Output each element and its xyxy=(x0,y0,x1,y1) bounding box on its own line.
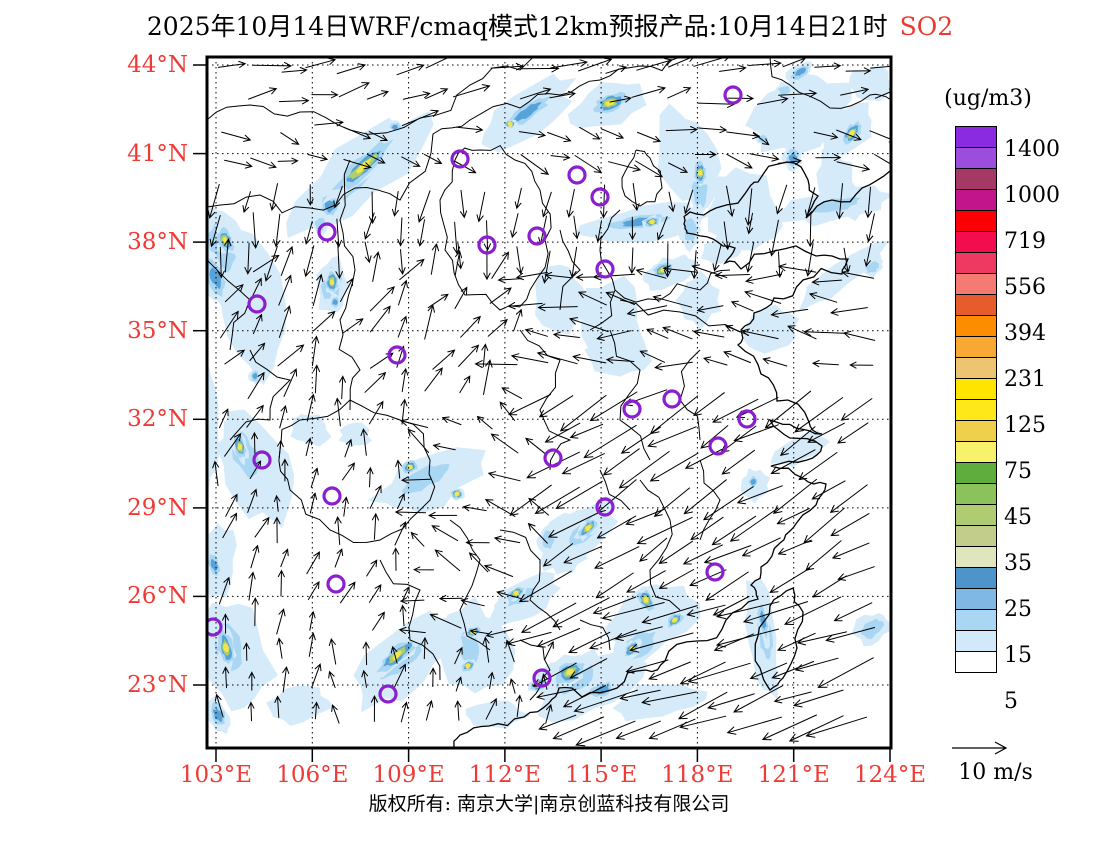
colorbar-tick-label: 719 xyxy=(1004,229,1046,254)
figure-title: 2025年10月14日WRF/cmaq模式12km预报产品:10月14日21时 S… xyxy=(147,7,953,43)
colorbar-cell xyxy=(955,294,997,316)
wind-legend-label: 10 m/s xyxy=(958,760,1033,785)
colorbar-cell xyxy=(955,609,997,631)
colorbar: 1400 1000 719 556 394 231 125 75 45 35 25 15 5 xyxy=(955,126,1060,713)
colorbar-cell xyxy=(955,630,997,652)
colorbar-cell xyxy=(955,567,997,589)
colorbar-cell xyxy=(955,336,997,358)
colorbar-tick-label: 125 xyxy=(1004,413,1046,438)
lon-label: 109°E xyxy=(372,762,445,788)
colorbar-cell xyxy=(955,462,997,484)
colorbar-cell xyxy=(955,189,997,211)
colorbar-cell xyxy=(955,525,997,547)
colorbar-tick-label: 15 xyxy=(1004,643,1032,668)
lon-label: 106°E xyxy=(276,762,349,788)
colorbar-tick-label: 5 xyxy=(1004,689,1018,714)
lon-label: 112°E xyxy=(468,762,541,788)
colorbar-tick-label: 394 xyxy=(1004,321,1046,346)
lon-label: 121°E xyxy=(757,762,830,788)
lat-label: 35°N xyxy=(127,317,188,344)
colorbar-cell xyxy=(955,315,997,337)
station-markers xyxy=(208,85,757,704)
colorbar-cell xyxy=(955,168,997,190)
lon-label: 115°E xyxy=(564,762,638,788)
colorbar-cell xyxy=(955,420,997,442)
pollutant-label: SO2 xyxy=(899,12,954,41)
title-text: 2025年10月14日WRF/cmaq模式12km预报产品:10月14日21时 xyxy=(146,12,888,41)
colorbar-tick-label: 75 xyxy=(1004,459,1032,484)
colorbar-cell xyxy=(955,357,997,379)
colorbar-tick-label: 25 xyxy=(1004,597,1032,622)
lon-label: 103°E xyxy=(179,762,253,788)
colorbar-tick-label: 35 xyxy=(1004,551,1032,576)
colorbar-cell xyxy=(955,273,997,295)
colorbar-cell xyxy=(955,399,997,421)
colorbar-cell xyxy=(955,504,997,526)
wind-legend-arrow xyxy=(952,741,1008,755)
colorbar-cell xyxy=(955,147,997,169)
colorbar-tick-label: 1000 xyxy=(1004,183,1060,208)
lat-label: 44°N xyxy=(127,52,188,78)
coastline xyxy=(453,161,890,747)
colorbar-cell xyxy=(955,546,997,568)
colorbar-cell xyxy=(955,588,997,610)
colorbar-cell xyxy=(955,441,997,463)
map-frame xyxy=(193,55,893,762)
colorbar-tick-label: 556 xyxy=(1004,275,1046,300)
lat-label: 26°N xyxy=(127,583,188,610)
colorbar-tick-label: 45 xyxy=(1004,505,1032,530)
colorbar-tick-label: 1400 xyxy=(1004,137,1060,162)
colorbar-unit: (ug/m3) xyxy=(944,86,1032,111)
copyright-text: 版权所有: 南京大学|南京创蓝科技有限公司 xyxy=(368,793,730,815)
colorbar-tick-label: 231 xyxy=(1004,367,1046,392)
lat-label: 38°N xyxy=(127,229,188,256)
colorbar-cell xyxy=(955,651,997,673)
colorbar-cell xyxy=(955,231,997,253)
lon-label: 124°E xyxy=(853,762,927,788)
lat-label: 41°N xyxy=(127,140,188,167)
lat-label: 32°N xyxy=(127,406,188,433)
colorbar-cell xyxy=(955,126,997,148)
lat-label: 23°N xyxy=(127,672,188,698)
colorbar-cell xyxy=(955,378,997,400)
colorbar-cell xyxy=(955,210,997,232)
lat-label: 29°N xyxy=(127,494,188,521)
colorbar-cell xyxy=(955,483,997,505)
lon-label: 118°E xyxy=(661,762,734,788)
colorbar-cell xyxy=(955,252,997,274)
